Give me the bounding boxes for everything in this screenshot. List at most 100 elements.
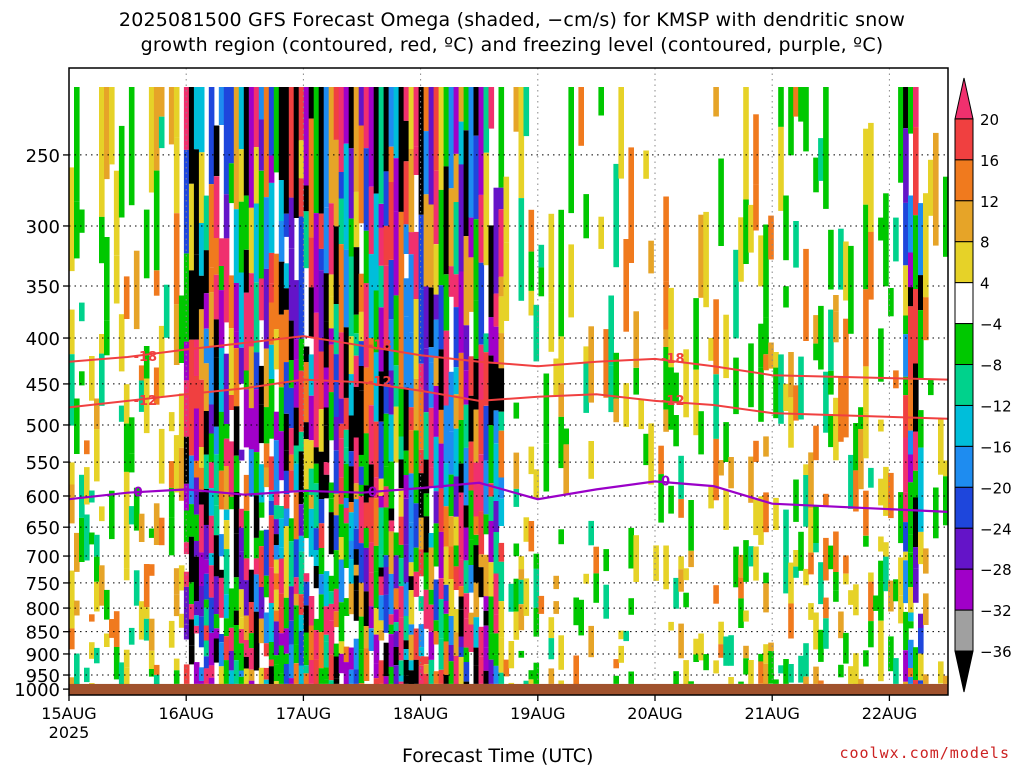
omega-cell xyxy=(533,304,540,362)
omega-cell xyxy=(338,438,345,478)
omega-cell xyxy=(273,664,280,682)
omega-cell xyxy=(388,370,395,415)
colorbar-swatch xyxy=(954,404,974,447)
omega-cell xyxy=(673,415,679,447)
omega-cell xyxy=(393,631,400,647)
omega-cell xyxy=(713,489,719,501)
omega-cell xyxy=(123,649,130,668)
omega-cell xyxy=(333,643,340,657)
omega-cell xyxy=(558,635,564,670)
omega-cell xyxy=(188,455,195,480)
omega-cell xyxy=(813,506,819,543)
omega-cell xyxy=(493,326,500,364)
omega-cell xyxy=(109,619,115,638)
omega-cell xyxy=(143,346,150,379)
credit-link[interactable]: coolwx.com/models xyxy=(839,744,1010,762)
omega-cell xyxy=(173,658,180,671)
omega-shading xyxy=(69,87,949,684)
omega-cell xyxy=(428,547,435,590)
omega-cell xyxy=(373,352,380,422)
omega-cell xyxy=(463,527,470,561)
omega-cell xyxy=(268,567,275,603)
y-tick-label: 350 xyxy=(26,277,60,298)
omega-cell xyxy=(808,552,814,575)
omega-cell xyxy=(328,392,335,441)
omega-cell xyxy=(383,265,390,346)
omega-cell xyxy=(418,624,425,648)
omega-cell xyxy=(118,314,125,372)
omega-cell xyxy=(173,594,180,617)
omega-cell xyxy=(678,455,684,499)
omega-cell xyxy=(863,535,869,547)
omega-cell xyxy=(828,229,834,290)
colorbar-swatch xyxy=(954,364,974,406)
omega-cell xyxy=(203,607,210,626)
omega-cell xyxy=(198,379,205,447)
omega-cell xyxy=(688,681,694,684)
omega-cell xyxy=(923,593,929,625)
omega-cell xyxy=(403,224,410,254)
omega-cell xyxy=(378,507,385,555)
omega-cell xyxy=(248,408,255,450)
omega-cell xyxy=(883,542,889,557)
omega-cell xyxy=(473,582,480,618)
omega-cell xyxy=(338,653,345,674)
omega-cell xyxy=(353,314,360,334)
omega-cell xyxy=(193,408,200,461)
omega-cell xyxy=(338,477,345,505)
omega-cell xyxy=(403,649,410,660)
omega-cell xyxy=(458,271,465,353)
omega-cell xyxy=(333,304,340,354)
omega-cell xyxy=(433,357,440,386)
omega-cell xyxy=(223,636,230,661)
omega-cell xyxy=(308,625,315,660)
omega-cell xyxy=(243,195,250,250)
colorbar-label: 20 xyxy=(980,111,999,129)
omega-cell xyxy=(308,395,315,441)
omega-cell xyxy=(498,561,505,602)
omega-cell xyxy=(158,325,165,397)
omega-cell xyxy=(683,675,689,684)
omega-cell xyxy=(323,462,330,475)
omega-cell xyxy=(243,370,250,390)
colorbar-swatch xyxy=(954,159,974,202)
omega-cell xyxy=(288,387,295,429)
omega-cell xyxy=(258,464,265,503)
omega-cell xyxy=(208,404,215,434)
omega-cell xyxy=(313,483,320,528)
omega-cell xyxy=(433,491,440,524)
omega-cell xyxy=(473,462,480,517)
omega-cell xyxy=(263,385,270,408)
omega-cell xyxy=(89,356,95,401)
omega-cell xyxy=(253,642,260,671)
omega-cell xyxy=(338,504,345,537)
omega-cell xyxy=(348,336,355,375)
omega-cell xyxy=(208,87,215,185)
omega-cell xyxy=(843,241,849,301)
omega-cell xyxy=(918,680,924,684)
omega-cell xyxy=(848,454,854,509)
omega-cell xyxy=(338,198,345,244)
x-tick-label: 16AUG xyxy=(158,704,213,723)
omega-cell xyxy=(283,597,290,629)
omega-cell xyxy=(498,430,505,478)
omega-cell xyxy=(618,630,624,640)
omega-cell xyxy=(398,436,405,460)
y-tick-label: 850 xyxy=(26,623,60,644)
omega-cell xyxy=(763,317,769,355)
omega-cell xyxy=(458,121,465,165)
omega-cell xyxy=(443,506,450,547)
y-tick-label: 1000 xyxy=(14,680,60,701)
omega-cell xyxy=(348,148,355,219)
omega-cell xyxy=(238,347,245,384)
omega-cell xyxy=(793,385,799,421)
omega-cell xyxy=(443,87,450,167)
omega-cell xyxy=(193,339,200,376)
omega-cell xyxy=(238,617,245,630)
omega-cell xyxy=(378,576,385,596)
omega-cell xyxy=(903,650,909,682)
omega-cell xyxy=(308,87,315,119)
omega-cell xyxy=(348,256,355,337)
omega-cell xyxy=(238,87,245,150)
